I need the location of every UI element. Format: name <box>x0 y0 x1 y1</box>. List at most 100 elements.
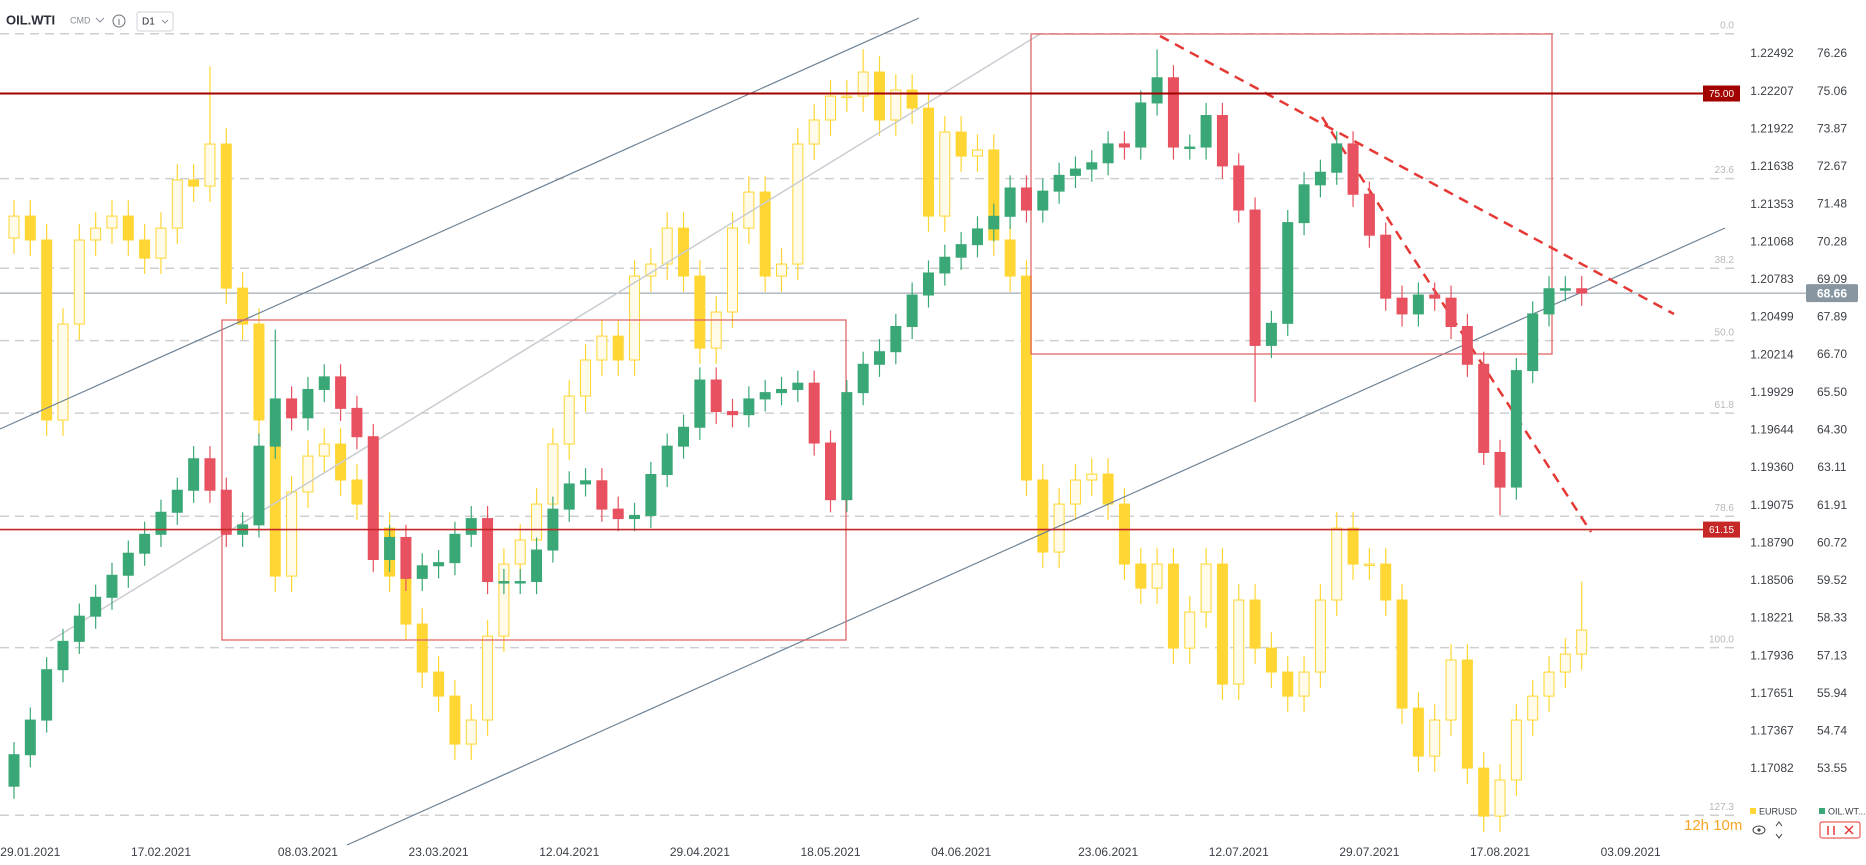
candle-body <box>416 623 428 673</box>
legend-swatch <box>1819 808 1825 814</box>
info-icon[interactable] <box>112 14 126 28</box>
candle-body <box>1151 77 1163 104</box>
candle-body <box>727 411 739 416</box>
trend-line-dashed <box>1159 34 1675 316</box>
candle-body <box>1510 370 1522 488</box>
y2-tick-label: 1.17367 <box>1750 724 1794 738</box>
interval-select[interactable] <box>136 11 174 32</box>
candle-body <box>302 388 314 419</box>
candle-body <box>1037 190 1049 211</box>
candle-body <box>1298 671 1310 697</box>
candle-body <box>808 382 820 444</box>
y-tick-label: 64.30 <box>1817 423 1847 437</box>
candle-body <box>547 443 559 505</box>
eye-icon-pupil <box>1757 828 1761 832</box>
x-tick-label: 17.08.2021 <box>1470 845 1530 859</box>
candle-body <box>1331 527 1343 601</box>
y2-tick-label: 1.21353 <box>1750 197 1794 211</box>
candle-body <box>1167 563 1179 649</box>
y2-tick-label: 1.21638 <box>1750 159 1794 173</box>
candle-body <box>1167 77 1179 148</box>
candle-body <box>8 215 20 239</box>
settings-icon[interactable] <box>1827 826 1835 835</box>
fib-label: 100.0 <box>1709 634 1734 645</box>
candle-body <box>286 398 298 419</box>
candle-body <box>318 443 330 457</box>
candle-body <box>922 107 934 217</box>
x-tick-label: 18.05.2021 <box>800 845 860 859</box>
footer-tools: 12h 10m <box>1684 817 1861 839</box>
candle-body <box>825 95 836 121</box>
candle-body <box>1118 503 1130 565</box>
candle-body <box>1069 168 1081 176</box>
y-tick-label: 66.70 <box>1817 347 1847 361</box>
candle-body <box>90 596 102 617</box>
eye-icon[interactable] <box>1752 825 1766 835</box>
y2-tick-label: 1.19644 <box>1750 423 1794 437</box>
fib-label: 38.2 <box>1715 255 1735 266</box>
candle-body <box>563 395 575 445</box>
candle-body <box>1233 599 1245 685</box>
y-tick-label: 60.72 <box>1817 535 1847 549</box>
y-tick-label: 54.74 <box>1817 724 1847 738</box>
candle-body <box>612 508 624 520</box>
candle-body <box>678 426 690 447</box>
candle-body <box>531 503 543 541</box>
fib-label: 23.6 <box>1715 165 1735 176</box>
close-icon[interactable] <box>1844 825 1854 835</box>
candle-body <box>171 489 183 513</box>
y2-tick-label: 1.19360 <box>1750 460 1794 474</box>
candle-body <box>384 536 396 561</box>
candle-body <box>1135 102 1147 148</box>
candle-body <box>857 71 869 97</box>
candle-body <box>841 392 853 501</box>
fib-label: 127.3 <box>1709 802 1734 813</box>
candle-body <box>661 227 673 265</box>
y2-tick-label: 1.20499 <box>1750 310 1794 324</box>
move-icon[interactable] <box>1775 821 1783 839</box>
candle-body <box>857 363 869 394</box>
y-tick-label: 61.91 <box>1817 498 1847 512</box>
y2-tick-label: 1.17082 <box>1750 761 1794 775</box>
candle-body <box>580 359 592 397</box>
legend-swatch <box>1750 808 1756 814</box>
dropdown-arrow[interactable] <box>95 17 105 23</box>
candle-body <box>1020 187 1032 211</box>
candle-body <box>922 272 934 296</box>
countdown: 12h 10m <box>1684 817 1742 834</box>
candle-body <box>204 458 216 491</box>
candle-body <box>1200 115 1212 148</box>
legend-label: EURUSD <box>1759 806 1798 816</box>
candle-body <box>220 143 232 289</box>
candle-body <box>1429 719 1441 757</box>
y2-tick-label: 1.18790 <box>1750 535 1794 549</box>
candle-body <box>1363 563 1375 567</box>
candle-body <box>465 518 477 535</box>
candle-body <box>1037 479 1049 553</box>
candle-body <box>694 379 706 428</box>
y2-tick-label: 1.21922 <box>1750 122 1794 136</box>
candle-body <box>106 574 118 598</box>
candle-body <box>204 143 216 187</box>
candle-body <box>335 376 347 409</box>
candle-body <box>1184 611 1196 649</box>
candle-body <box>8 754 20 787</box>
x-tick-label: 17.02.2021 <box>131 845 191 859</box>
y-tick-label: 71.48 <box>1817 197 1847 211</box>
candle-body <box>237 287 249 325</box>
fib-label: 50.0 <box>1715 327 1735 338</box>
candle-body <box>906 89 918 109</box>
tools-box[interactable] <box>1819 821 1861 839</box>
y-tick-label: 70.28 <box>1817 234 1847 248</box>
candle-body <box>1478 363 1490 453</box>
dropdown-arrow <box>161 19 169 24</box>
candle-body <box>1102 473 1114 505</box>
x-tick-label: 12.07.2021 <box>1209 845 1269 859</box>
candle-body <box>24 719 36 756</box>
candle-body <box>1543 288 1555 315</box>
candle-body <box>1527 695 1539 721</box>
candle-body <box>1461 326 1473 365</box>
candle-body <box>1151 563 1163 589</box>
candle-body <box>106 215 118 229</box>
symbol: OIL.WTI <box>6 12 55 27</box>
